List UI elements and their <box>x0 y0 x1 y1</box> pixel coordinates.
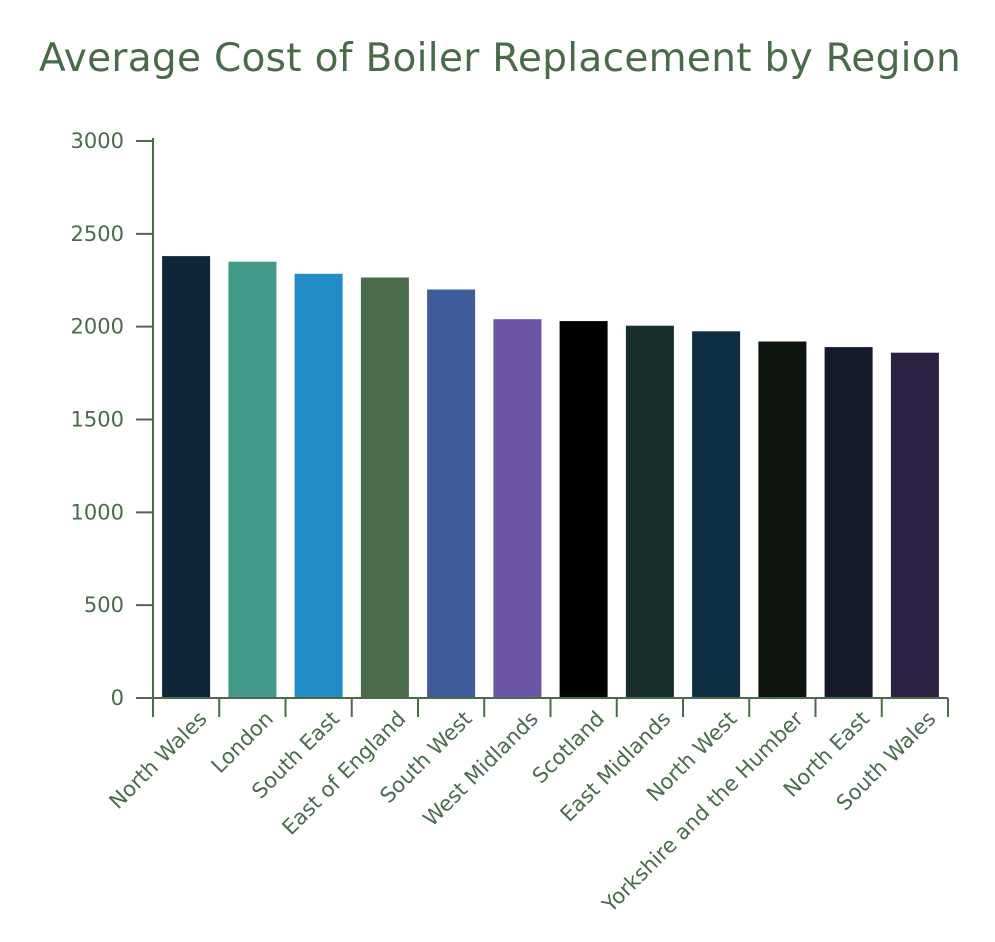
bar-east-midlands <box>625 325 674 698</box>
x-category-label: North Wales <box>105 707 212 814</box>
bar-yorkshire-and-the-humber <box>758 341 807 698</box>
y-tick-label: 1500 <box>71 408 124 432</box>
bar-north-east <box>824 347 873 698</box>
bar-south-east <box>294 273 343 698</box>
bar-north-wales <box>162 256 211 698</box>
chart-title: Average Cost of Boiler Replacement by Re… <box>39 36 961 81</box>
y-tick-label: 3000 <box>71 129 124 153</box>
bar-south-wales <box>890 352 939 698</box>
y-tick-label: 1000 <box>71 500 124 524</box>
bars-group <box>162 256 939 698</box>
y-tick-label: 2000 <box>71 315 124 339</box>
y-tick-label: 2500 <box>71 222 124 246</box>
bar-london <box>228 261 277 698</box>
x-category-label: East of England <box>277 707 410 840</box>
bar-west-midlands <box>493 319 542 698</box>
bar-scotland <box>559 321 608 698</box>
y-axis: 0 500 1000 1500 2000 2500 3000 <box>71 129 154 710</box>
y-tick-label: 0 <box>111 686 124 710</box>
y-tick-label: 500 <box>84 593 124 617</box>
bar-north-west <box>692 331 741 698</box>
bar-east-of-england <box>360 277 409 698</box>
bar-south-west <box>427 289 476 698</box>
x-category-label: West Midlands <box>419 707 543 831</box>
